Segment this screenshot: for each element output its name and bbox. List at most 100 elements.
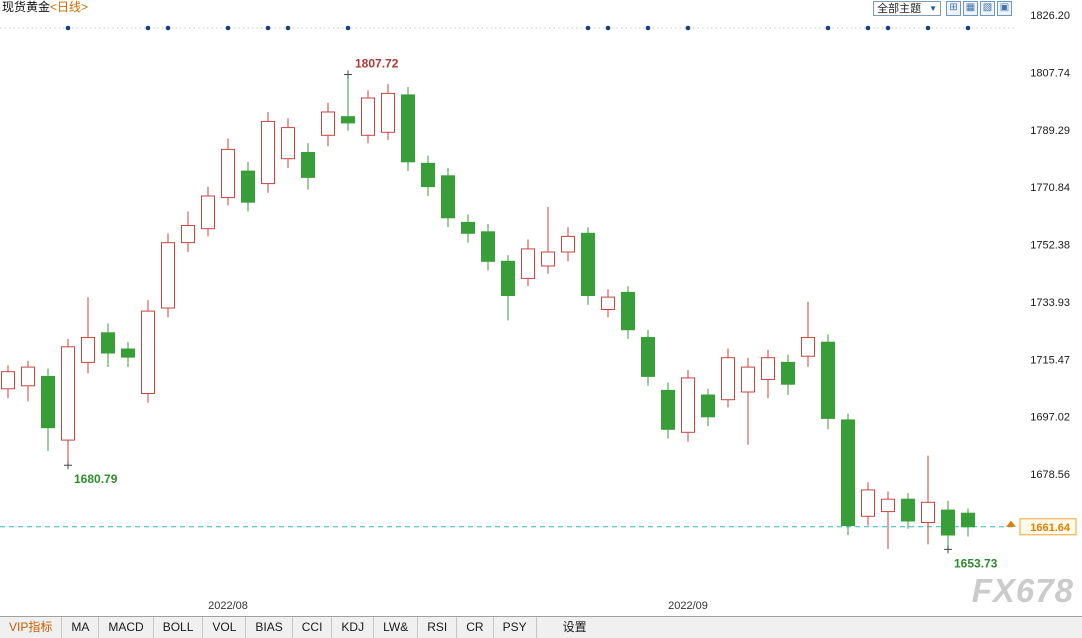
indicator-tab-5[interactable]: BIAS [246, 617, 293, 638]
candle-31[interactable] [621, 286, 635, 340]
layout-icon-3[interactable]: ▧ [980, 1, 995, 16]
candle-41[interactable] [821, 334, 835, 430]
candle-18[interactable] [361, 90, 375, 144]
candle-3[interactable] [61, 339, 75, 468]
settings-button[interactable]: 设置 [562, 620, 587, 634]
indicator-tab-1[interactable]: MA [62, 617, 100, 638]
event-dot[interactable] [225, 25, 231, 31]
candle-19[interactable] [381, 84, 395, 141]
candle-27[interactable] [541, 206, 555, 274]
candle-2[interactable] [41, 368, 55, 452]
candle-0[interactable] [1, 365, 15, 399]
candle-25[interactable] [501, 255, 515, 321]
candle-36[interactable] [721, 348, 735, 408]
y-axis-label: 1678.56 [1030, 469, 1070, 481]
candle-43[interactable] [861, 482, 875, 526]
candle-32[interactable] [641, 329, 655, 386]
candle-35[interactable] [701, 388, 715, 427]
y-axis-label: 1807.74 [1030, 67, 1070, 79]
candle-45[interactable] [901, 493, 915, 529]
x-axis-label: 2022/08 [208, 600, 248, 612]
candle-10[interactable] [201, 186, 215, 237]
event-dot[interactable] [965, 25, 971, 31]
candle-42[interactable] [841, 413, 855, 535]
top-controls: 全部主题 ▼ ⊞ ▦ ▧ ▣ [873, 1, 1012, 16]
candle-13[interactable] [261, 112, 275, 193]
candle-23[interactable] [461, 214, 475, 243]
candlestick-chart[interactable]: 1807.72 1680.79 1653.73 1826.20 1807.74 1789.… [0, 0, 1082, 616]
candle-46[interactable] [921, 455, 935, 545]
y-axis-label: 1752.38 [1030, 240, 1070, 252]
event-dot[interactable] [865, 25, 871, 31]
symbol-name: 现货黄金 [2, 0, 51, 14]
indicator-tab-10[interactable]: CR [457, 617, 494, 638]
candle-34[interactable] [681, 370, 695, 442]
indicator-tab-7[interactable]: KDJ [332, 617, 375, 638]
y-axis-label: 1789.29 [1030, 125, 1070, 137]
event-dot[interactable] [645, 25, 651, 31]
current-price-arrow-icon [1006, 520, 1016, 527]
event-dot[interactable] [265, 25, 271, 31]
low-price-label-2: 1653.73 [954, 556, 998, 570]
indicator-tab-8[interactable]: LW& [374, 617, 419, 638]
indicator-tab-0[interactable]: VIP指标 [0, 617, 63, 638]
candle-37[interactable] [741, 357, 755, 445]
event-dot[interactable] [65, 25, 71, 31]
event-dot[interactable] [345, 25, 351, 31]
current-price-tag [1019, 518, 1077, 536]
candle-1[interactable] [21, 360, 35, 402]
event-dot[interactable] [885, 25, 891, 31]
candle-14[interactable] [281, 118, 295, 169]
candle-48[interactable] [961, 508, 975, 537]
event-dot[interactable] [145, 25, 151, 31]
indicator-tab-2[interactable]: MACD [99, 617, 154, 638]
event-dot[interactable] [165, 25, 171, 31]
candle-26[interactable] [521, 239, 535, 287]
y-axis-label: 1715.47 [1030, 354, 1070, 366]
candle-15[interactable] [301, 143, 315, 190]
event-dot[interactable] [585, 25, 591, 31]
indicator-tab-4[interactable]: VOL [203, 617, 247, 638]
layout-icon-1[interactable]: ⊞ [946, 1, 961, 16]
candle-21[interactable] [421, 155, 435, 197]
low-price-label-1: 1680.79 [74, 472, 118, 486]
candle-33[interactable] [661, 382, 675, 439]
candle-39[interactable] [781, 354, 795, 396]
candle-8[interactable] [161, 233, 175, 318]
indicator-tab-3[interactable]: BOLL [154, 617, 204, 638]
event-dot[interactable] [925, 25, 931, 31]
indicator-tab-11[interactable]: PSY [494, 617, 537, 638]
event-dot[interactable] [285, 25, 291, 31]
period-label: <日线> [50, 0, 89, 14]
indicator-tab-6[interactable]: CCI [293, 617, 333, 638]
candle-17[interactable] [341, 72, 355, 131]
indicator-tab-9[interactable]: RSI [418, 617, 458, 638]
candle-24[interactable] [481, 223, 495, 271]
candle-28[interactable] [561, 227, 575, 262]
layout-icon-4[interactable]: ▣ [997, 1, 1012, 16]
layout-icon-2[interactable]: ▦ [963, 1, 978, 16]
candle-5[interactable] [101, 323, 115, 368]
candle-38[interactable] [761, 349, 775, 399]
event-dot[interactable] [825, 25, 831, 31]
candle-20[interactable] [401, 87, 415, 172]
candle-9[interactable] [181, 211, 195, 252]
candle-6[interactable] [121, 342, 135, 368]
candle-44[interactable] [881, 491, 895, 549]
event-dot[interactable] [605, 25, 611, 31]
candle-30[interactable] [601, 289, 615, 318]
event-dot[interactable] [685, 25, 691, 31]
candle-29[interactable] [581, 227, 595, 305]
candle-11[interactable] [221, 138, 235, 206]
candle-4[interactable] [81, 297, 95, 374]
candle-22[interactable] [441, 168, 455, 228]
indicator-tabs: VIP指标 MA MACD BOLL VOL BIAS CCI KDJ LW& RSI CR PSY [0, 617, 537, 638]
candle-7[interactable] [141, 300, 155, 403]
candle-47[interactable] [941, 500, 955, 552]
theme-dropdown[interactable]: 全部主题 ▼ [873, 1, 941, 16]
candle-40[interactable] [801, 301, 815, 368]
candle-12[interactable] [241, 161, 255, 212]
candle-16[interactable] [321, 102, 335, 147]
indicator-toolbar: VIP指标 MA MACD BOLL VOL BIAS CCI KDJ LW& RSI CR PSY … [0, 616, 1082, 638]
y-axis-label: 1770.84 [1030, 182, 1070, 194]
